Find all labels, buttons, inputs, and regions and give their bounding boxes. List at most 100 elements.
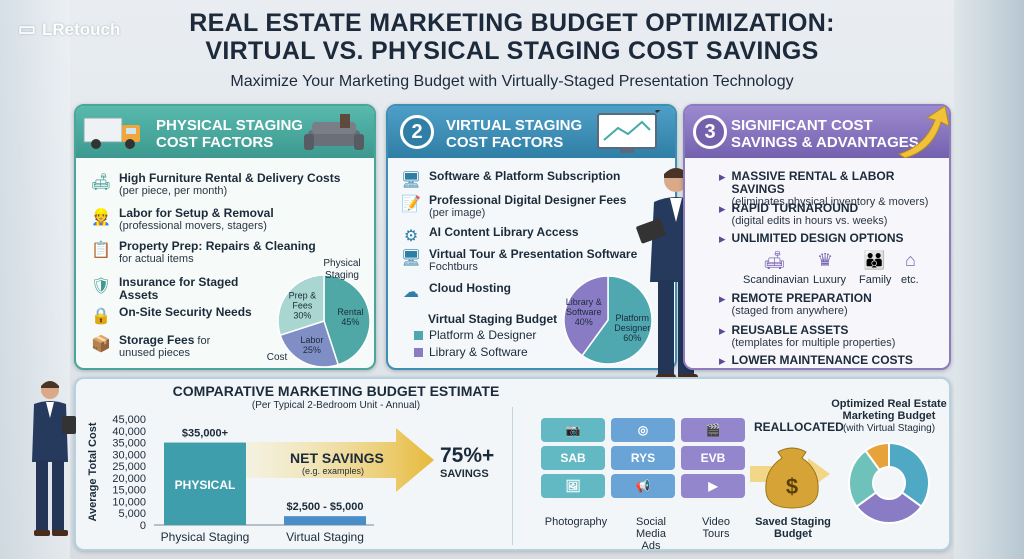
physical-item-title: Insurance for Staged Assets bbox=[119, 275, 239, 302]
pie-slice bbox=[323, 274, 371, 366]
legend-platform-designer: Platform & Designer bbox=[414, 328, 536, 342]
pie-slice-label: 60% bbox=[623, 333, 641, 343]
bullet-arrow-icon: ▸ bbox=[719, 323, 726, 338]
physical-staging-panel: PHYSICAL STAGING COST FACTORS 🛋 High Furn… bbox=[74, 104, 376, 370]
window-frame-right bbox=[954, 0, 1024, 559]
physical-item: 🛡 Insurance for Staged Assets bbox=[90, 276, 280, 302]
bullet-arrow-icon: ▸ bbox=[719, 231, 726, 246]
optimized-budget-donut-chart bbox=[848, 441, 930, 524]
savings-number-badge: 3 bbox=[693, 115, 727, 149]
physical-item-title: Property Prep: Repairs & Cleaning bbox=[119, 239, 316, 253]
savings-item-sub: (eliminates physical inventory & movers) bbox=[731, 196, 929, 208]
virtual-item: 🖥 Software & Platform Subscription bbox=[400, 170, 670, 192]
physical-item-title: Storage Fees bbox=[119, 333, 195, 347]
y-tick-label: 25,000 bbox=[112, 461, 146, 473]
bar-inner-label: PHYSICAL bbox=[175, 478, 236, 492]
y-tick-label: 40,000 bbox=[112, 426, 146, 438]
section-divider bbox=[512, 407, 513, 545]
savings-item-text: RAPID TURNAROUND (digital edits in hours … bbox=[731, 201, 888, 228]
storage-box-icon: 📦 bbox=[91, 336, 111, 353]
net-savings-arrow-icon bbox=[246, 428, 434, 492]
x-category-label: Virtual Staging bbox=[286, 530, 364, 544]
savings-item-text: REUSABLE ASSETS (templates for multiple p… bbox=[731, 323, 896, 350]
savings-item-title: LOWER MAINTENANCE COSTS bbox=[731, 353, 913, 367]
y-tick-label: 20,000 bbox=[112, 473, 146, 485]
physical-item: 📋 Property Prep: Repairs & Cleaning for ac… bbox=[90, 239, 360, 266]
bullet-arrow-icon: ▸ bbox=[719, 353, 726, 368]
virtual-item-sub: (per image) bbox=[429, 207, 486, 219]
bar-data-label: $2,500 - $5,000 bbox=[286, 501, 363, 513]
upward-arrow-icon bbox=[897, 106, 949, 158]
legend-library-software: Library & Software bbox=[414, 345, 528, 359]
money-bag-arrow-icon: $ bbox=[750, 447, 830, 509]
savings-item-title: REUSABLE ASSETS bbox=[731, 323, 849, 337]
savings-item: ▸ UNLIMITED DESIGN OPTIONS bbox=[719, 231, 947, 246]
clapper-icon: 🎬 bbox=[681, 418, 745, 442]
style-label: Family bbox=[859, 274, 892, 286]
donut-segment bbox=[855, 491, 923, 524]
lock-icon: 🔒 bbox=[91, 308, 111, 325]
cloud-icon: ☁ bbox=[403, 284, 419, 301]
virtual-item-title: Professional Digital Designer Fees bbox=[429, 193, 627, 207]
bar bbox=[284, 516, 366, 525]
savings-item-sub: (digital edits in hours vs. weeks) bbox=[731, 215, 888, 227]
optimized-budget-sub: (with Virtual Staging) bbox=[842, 423, 936, 434]
pie-slice bbox=[279, 320, 340, 368]
sofa-icon: 🛋 bbox=[90, 174, 112, 191]
savings-item-text: MASSIVE RENTAL & LABOR SAVINGS (eliminate… bbox=[731, 170, 947, 209]
pie-slice-label: Software bbox=[566, 307, 602, 317]
pie-slice-label: Prep & bbox=[289, 290, 317, 300]
house-icon: ⌂ bbox=[905, 250, 916, 270]
savings-item-text: LOWER MAINTENANCE COSTS bbox=[732, 354, 913, 367]
virtual-title-line1: VIRTUAL STAGING bbox=[446, 117, 583, 134]
tour-monitor-icon: 🖥 bbox=[400, 250, 422, 267]
page-title-line1: REAL ESTATE MARKETING BUDGET OPTIMIZATIO… bbox=[189, 9, 835, 37]
virtual-item-title: Cloud Hosting bbox=[429, 281, 511, 295]
virtual-item-title: Software & Platform Subscription bbox=[429, 169, 621, 183]
physical-item-sub: (per piece, per month) bbox=[119, 185, 228, 197]
style-label: Scandinavian bbox=[743, 274, 810, 286]
tile-label-social: Social Media Ads bbox=[636, 516, 666, 552]
tile-label-photography: Photography bbox=[544, 516, 608, 528]
tile-text: RYS bbox=[611, 446, 675, 470]
net-savings-label: NET SAVINGS bbox=[290, 450, 384, 466]
savings-item: ▸ REUSABLE ASSETS (templates for multiple … bbox=[719, 323, 947, 350]
truck-icon bbox=[83, 117, 140, 149]
pie-slice-label: Fees bbox=[292, 300, 313, 310]
family-icon: 👪 bbox=[863, 250, 886, 270]
virtual-item-title: Virtual Tour & Presentation Software bbox=[429, 247, 638, 261]
page-title-line2: VIRTUAL VS. PHYSICAL STAGING COST SAVING… bbox=[205, 37, 819, 65]
pie-slice-label: 45% bbox=[341, 317, 359, 327]
pie-slice-label: 25% bbox=[303, 345, 321, 355]
virtual-item-text: Virtual Tour & Presentation Software Foch… bbox=[429, 247, 638, 274]
play-icon: ▶ bbox=[681, 474, 745, 498]
physical-item: 👷 Labor for Setup & Removal (professional … bbox=[90, 207, 360, 233]
pie-slice-label: 30% bbox=[293, 310, 311, 320]
monitor-illustration-icon bbox=[597, 110, 661, 153]
y-tick-label: 15,000 bbox=[112, 485, 146, 497]
tile-label-video: Video Tours bbox=[702, 516, 730, 540]
virtual-budget-title: Virtual Staging Budget bbox=[428, 312, 558, 326]
sofa-icon: 🛋 bbox=[763, 250, 786, 270]
tile-text: SAB bbox=[541, 446, 605, 470]
savings-item-title: RAPID TURNAROUND bbox=[731, 201, 859, 215]
savings-item: ▸ MASSIVE RENTAL & LABOR SAVINGS (eliminat… bbox=[719, 170, 947, 209]
comparison-subtitle: (Per Typical 2-Bedroom Unit - Annual) bbox=[251, 400, 421, 411]
virtual-number-badge: 2 bbox=[400, 115, 434, 149]
photo-icon: 🖼 bbox=[541, 474, 605, 498]
cost-comparison-bar-chart: 45,00040,00035,00030,00025,00020,00015,0… bbox=[87, 414, 374, 544]
y-tick-label: 5,000 bbox=[118, 508, 146, 520]
worker-icon: 👷 bbox=[91, 209, 111, 226]
physical-item-title-tail: for bbox=[194, 335, 211, 347]
physical-item-text: Labor for Setup & Removal (professional m… bbox=[119, 207, 274, 233]
physical-title-line2: COST FACTORS bbox=[156, 134, 274, 151]
bar-data-label: $35,000+ bbox=[182, 428, 228, 440]
y-tick-label: 45,000 bbox=[112, 414, 146, 426]
savings-item: ▸ LOWER MAINTENANCE COSTS bbox=[719, 353, 947, 368]
physical-item-sub: (professional movers, stagers) bbox=[119, 220, 267, 232]
pencil-doc-icon: 📝 bbox=[401, 196, 421, 213]
checklist-icon: 📋 bbox=[91, 242, 111, 259]
physical-item-sub: unused pieces bbox=[119, 347, 190, 359]
savings-item-sub: (templates for multiple properties) bbox=[731, 337, 896, 349]
